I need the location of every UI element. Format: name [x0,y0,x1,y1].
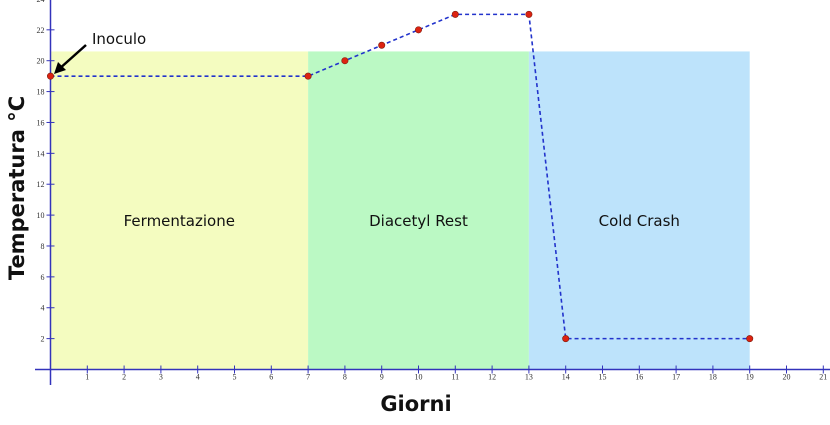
x-tick-label: 13 [525,373,533,382]
x-tick-label: 19 [746,373,754,382]
y-tick-label: 12 [37,180,45,189]
ticks: 1 2 3 4 5 6 7 8 9 10 11 12 13 14 15 16 17 18 19 20 212468101… [37,0,828,382]
x-tick-label: 10 [415,373,423,382]
series-line [50,13,750,340]
region-2 [528,51,750,370]
y-axis-title: Temperatura °C [5,96,29,280]
region-label: Diacetyl Rest [369,212,468,230]
y-tick-label: 10 [37,211,45,220]
axes [35,0,830,385]
x-tick-label: 16 [635,373,643,382]
series [46,10,754,343]
inoculo-label: Inoculo [92,30,146,48]
x-tick-label: 14 [562,373,570,382]
x-tick-label: 5 [233,373,237,382]
y-tick-label: 22 [37,26,45,35]
region-1 [308,51,529,370]
region-label: Cold Crash [599,212,680,230]
y-tick-label: 20 [37,57,45,66]
data-point [562,335,570,343]
annotations: Inoculo [54,30,146,74]
x-tick-label: 12 [488,373,496,382]
data-point [451,10,459,18]
x-tick-label: 2 [122,373,126,382]
data-point [378,41,386,49]
x-tick-label: 8 [343,373,347,382]
data-point [46,72,54,80]
x-tick-label: 17 [672,373,680,382]
data-point [304,72,312,80]
x-tick-label: 18 [709,373,717,382]
y-tick-label: 4 [41,304,45,313]
x-tick-label: 15 [599,373,607,382]
x-tick-label: 3 [159,373,163,382]
y-tick-label: 24 [37,0,45,4]
y-tick-label: 6 [41,273,45,282]
inoculo-arrowhead [54,62,66,74]
x-tick-label: 6 [269,373,273,382]
y-tick-label: 8 [41,242,45,251]
data-point [414,26,422,34]
y-tick-label: 2 [41,335,45,344]
x-tick-label: 1 [85,373,89,382]
region-0 [50,51,309,370]
x-tick-label: 9 [380,373,384,382]
region-label: Fermentazione [124,212,235,230]
regions: Fermentazione Diacetyl Rest Cold Crash [50,51,750,370]
data-point [341,57,349,65]
x-tick-label: 11 [451,373,459,382]
x-tick-label: 4 [196,373,200,382]
x-tick-label: 7 [306,373,310,382]
y-tick-label: 14 [37,149,45,158]
inoculo-arrow [57,44,87,71]
y-tick-label: 16 [37,118,45,127]
data-point [525,10,533,18]
x-axis-title: Giorni [380,392,451,416]
x-tick-label: 21 [819,373,827,382]
x-tick-label: 20 [783,373,791,382]
y-tick-label: 18 [37,88,45,97]
data-point [746,335,754,343]
